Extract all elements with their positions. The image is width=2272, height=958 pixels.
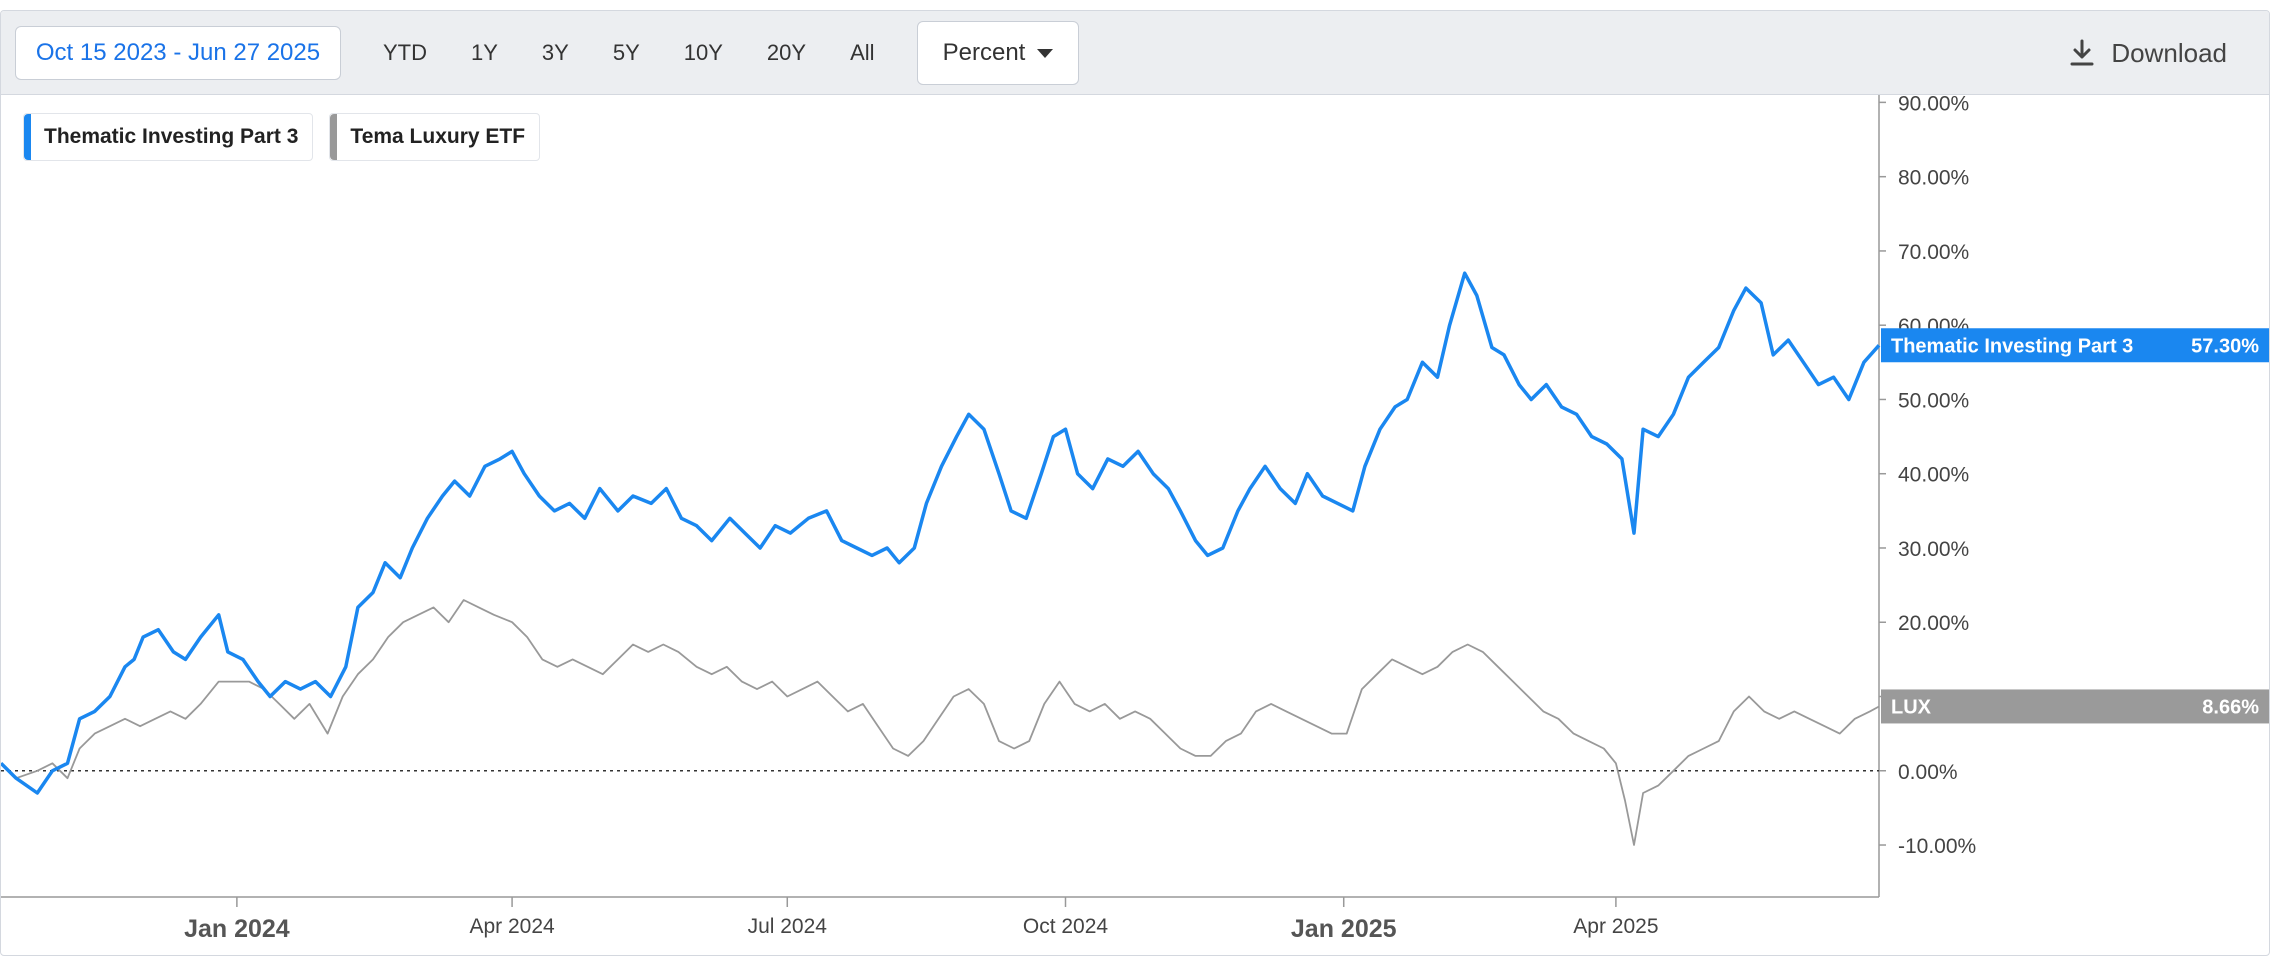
download-label: Download (2111, 37, 2227, 68)
range-5y-button[interactable]: 5Y (612, 40, 640, 65)
x-tick-label: Apr 2024 (469, 915, 555, 938)
scale-mode-label: Percent (942, 39, 1026, 66)
legend-item-lux[interactable]: Tema Luxury ETF (329, 113, 541, 161)
date-range-picker[interactable]: Oct 15 2023 - Jun 27 2025 (15, 26, 341, 80)
x-tick-label: Apr 2025 (1573, 915, 1658, 938)
y-tick-label: 90.00% (1898, 92, 1969, 115)
end-label-value: 57.30% (2191, 335, 2259, 357)
legend-swatch (330, 114, 338, 160)
chart-toolbar: Oct 15 2023 - Jun 27 2025 YTD 1Y 3Y 5Y 1… (1, 11, 2269, 95)
range-10y-button[interactable]: 10Y (683, 40, 723, 65)
chart-legend: Thematic Investing Part 3 Tema Luxury ET… (23, 113, 541, 161)
y-tick-label: 20.00% (1898, 612, 1969, 635)
range-1y-button[interactable]: 1Y (471, 40, 498, 65)
y-tick-label: -10.00% (1898, 835, 1976, 858)
y-tick-label: 30.00% (1898, 538, 1969, 561)
range-3y-button[interactable]: 3Y (541, 40, 569, 65)
y-tick-label: 70.00% (1898, 241, 1969, 264)
x-tick-label: Oct 2024 (1023, 915, 1109, 938)
y-tick-label: 40.00% (1898, 464, 1969, 487)
y-tick-label: 50.00% (1898, 389, 1969, 412)
x-tick-label: Jan 2025 (1291, 915, 1397, 943)
line-chart: 90.00%80.00%70.00%60.00%50.00%40.00%30.0… (1, 92, 2269, 943)
range-all-button[interactable]: All (850, 40, 875, 65)
legend-item-thematic[interactable]: Thematic Investing Part 3 (23, 113, 314, 161)
y-tick-label: 0.00% (1898, 761, 1958, 784)
series-line-lux (1, 599, 1880, 846)
scale-mode-dropdown[interactable]: Percent (917, 21, 1079, 85)
download-icon (2070, 39, 2094, 66)
end-label-name: Thematic Investing Part 3 (1891, 335, 2133, 357)
legend-label: Thematic Investing Part 3 (44, 125, 299, 148)
range-selector: YTD 1Y 3Y 5Y 10Y 20Y All (361, 11, 897, 95)
chart-widget: Oct 15 2023 - Jun 27 2025 YTD 1Y 3Y 5Y 1… (0, 10, 2270, 956)
legend-swatch (24, 114, 31, 160)
range-ytd-button[interactable]: YTD (383, 40, 427, 65)
x-tick-label: Jan 2024 (184, 915, 290, 943)
series-line-thematic (1, 271, 1881, 795)
legend-label: Tema Luxury ETF (350, 125, 526, 148)
end-label-name: LUX (1891, 696, 1932, 718)
end-label-lux (1881, 689, 2269, 724)
y-tick-label: 80.00% (1898, 167, 1969, 190)
end-label-value: 8.66% (2202, 696, 2259, 718)
end-label-thematic (1881, 328, 2269, 363)
download-button[interactable]: Download (2069, 11, 2227, 95)
caret-down-icon (1037, 48, 1054, 58)
range-20y-button[interactable]: 20Y (766, 40, 807, 65)
x-tick-label: Jul 2024 (748, 915, 828, 938)
